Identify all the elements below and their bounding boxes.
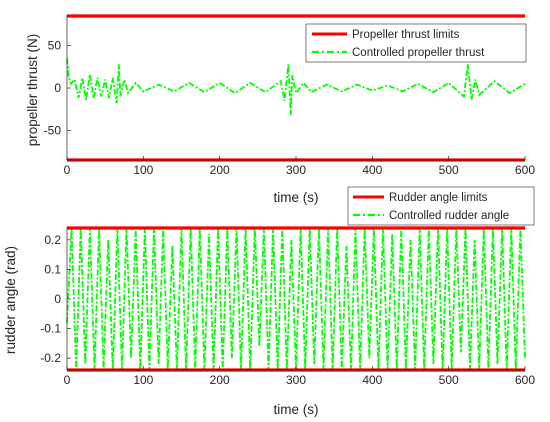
thrust-y-tick-label: 0 [54,81,61,95]
rudder-y-tick-label: -0.2 [40,351,61,365]
thrust-y-tick-label: 50 [48,39,62,53]
thrust-x-axis-label: time (s) [274,190,319,205]
rudder-chart: 0 100 200 300 400 500 600 -0.2 -0.1 0 0.1 0.2 time … [3,186,535,417]
thrust-x-tick-label: 200 [210,163,230,177]
rudder-legend: Rudder angle limits Controlled rudder an… [347,186,535,226]
rudder-x-tick-label: 500 [439,373,459,387]
rudder-x-tick-label: 600 [515,373,535,387]
rudder-y-axis-label: rudder angle (rad) [3,246,18,354]
thrust-y-axis-label: propeller thrust (N) [25,34,40,147]
thrust-x-tick-label: 600 [515,163,535,177]
thrust-legend-controlled-label: Controlled propeller thrust [352,47,485,59]
thrust-y-tick-label: -50 [44,123,62,137]
rudder-x-tick-label: 400 [362,373,382,387]
rudder-x-tick-label: 200 [210,373,230,387]
thrust-x-tick-label: 100 [133,163,153,177]
rudder-legend-controlled-label: Controlled rudder angle [389,210,509,222]
thrust-x-tick-label: 500 [439,163,459,177]
rudder-y-tick-label: 0 [54,292,61,306]
rudder-x-tick-label: 100 [133,373,153,387]
thrust-x-tick-label: 400 [362,163,382,177]
thrust-x-tick-label: 300 [286,163,306,177]
rudder-legend-box [347,186,535,226]
rudder-x-axis-label: time (s) [274,402,319,417]
rudder-legend-limits-label: Rudder angle limits [389,192,488,204]
rudder-y-tick-label: 0.2 [44,233,61,247]
rudder-y-tick-label: 0.1 [44,262,61,276]
rudder-x-tick-label: 300 [286,373,306,387]
thrust-legend: Propeller thrust limits Controlled prope… [305,23,527,63]
thrust-chart: 0 100 200 300 400 500 600 -50 0 50 time (s) prope… [25,14,535,205]
thrust-legend-box [305,23,527,63]
rudder-y-tick-label: -0.1 [40,322,61,336]
thrust-legend-limits-label: Propeller thrust limits [352,29,460,41]
rudder-x-tick-label: 0 [64,373,71,387]
thrust-controlled-line [66,58,526,116]
thrust-x-tick-label: 0 [64,163,71,177]
